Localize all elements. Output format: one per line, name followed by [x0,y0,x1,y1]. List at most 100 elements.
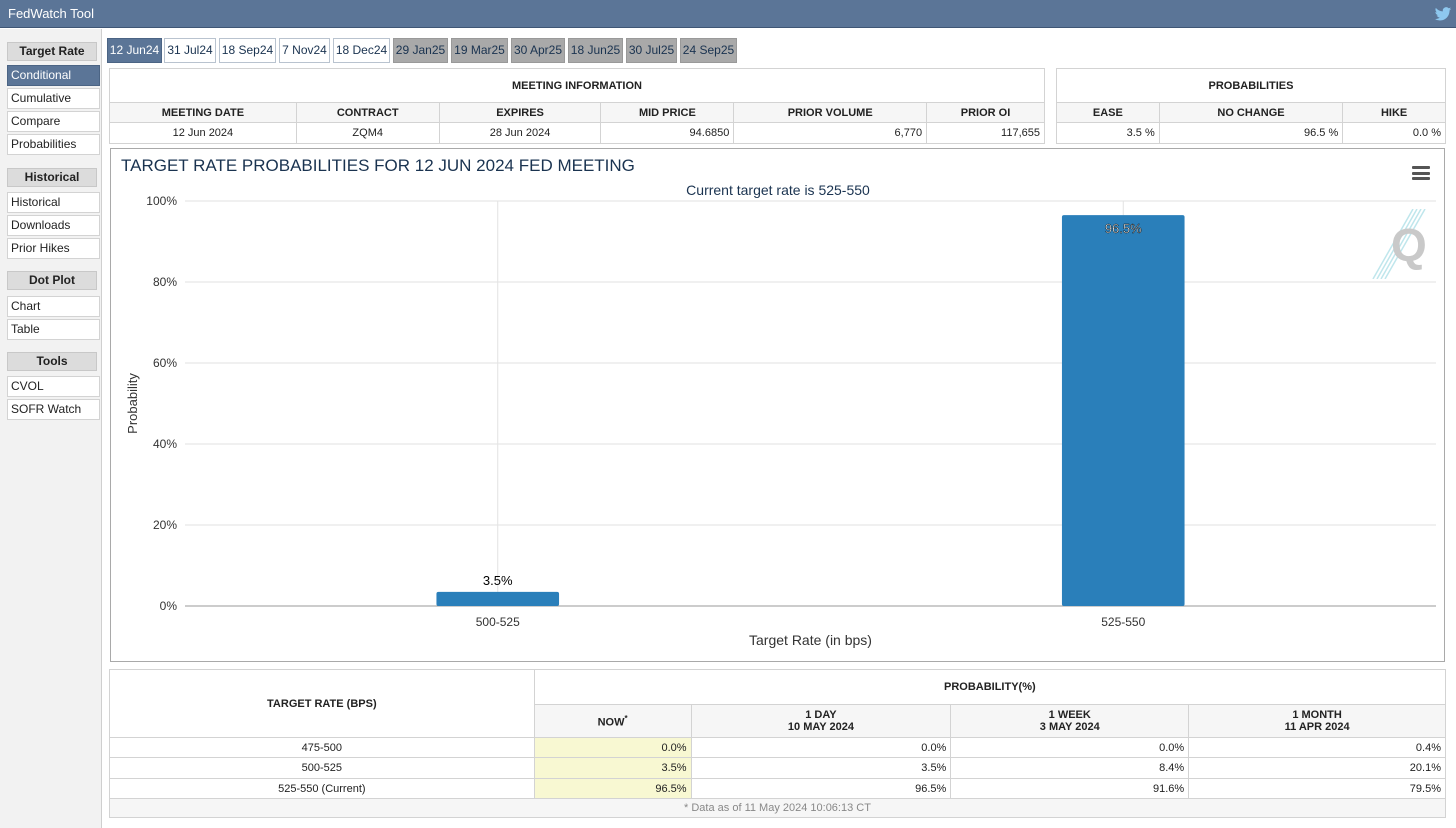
bar-chart: TARGET RATE PROBABILITIES FOR 12 JUN 202… [121,156,1436,648]
meeting-info-title: MEETING INFORMATION [109,68,1045,103]
col-mid-price: MID PRICE [600,102,735,123]
col-prior-volume: PRIOR VOLUME [733,102,928,123]
probabilities-title: PROBABILITIES [1056,68,1446,103]
svg-text:Q: Q [1391,219,1427,271]
col-contract: CONTRACT [295,102,440,123]
tab-30-jul25[interactable]: 30 Jul25 [626,38,677,63]
tab-31-jul24[interactable]: 31 Jul24 [164,38,216,63]
col-1-week-date: 3 MAY 2024 [1039,721,1100,733]
y-tick-label: 80% [153,275,177,289]
sidebar-item-historical[interactable]: Historical [7,192,100,213]
chart-title: TARGET RATE PROBABILITIES FOR 12 JUN 202… [121,156,635,175]
col-ease: EASE [1056,102,1160,123]
quikstrike-logo: Q [1372,209,1427,279]
col-1-month: 1 MONTH 11 APR 2024 [1188,704,1446,738]
table-row: 500-525 3.5% 3.5% 8.4% 20.1% [109,757,1446,779]
mid-price-value: 94.6850 [600,122,735,144]
col-prior-oi: PRIOR OI [926,102,1045,123]
day-cell: 3.5% [690,757,952,779]
day-cell: 0.0% [690,737,952,758]
rate-cell: 475-500 [109,737,535,758]
no-change-value: 96.5 % [1158,122,1344,144]
col-meeting-date: MEETING DATE [109,102,297,123]
x-tick-label: 500-525 [476,615,520,629]
prior-volume-value: 6,770 [733,122,928,144]
col-1-day-date: 10 MAY 2024 [787,721,854,733]
data-label: 3.5% [483,573,513,588]
meeting-info-table: MEETING INFORMATION MEETING DATE CONTRAC… [109,68,1045,144]
data-timestamp-note: * Data as of 11 May 2024 10:06:13 CT [109,798,1446,818]
sidebar-item-chart[interactable]: Chart [7,296,100,317]
col-1-month-label: 1 MONTH [1292,709,1342,721]
sidebar-item-prior-hikes[interactable]: Prior Hikes [7,238,100,259]
tab-18-sep24[interactable]: 18 Sep24 [219,38,276,63]
col-1-day-label: 1 DAY [805,709,837,721]
y-tick-label: 20% [153,518,177,532]
tab-18-dec24[interactable]: 18 Dec24 [333,38,390,63]
contract-value: ZQM4 [295,122,440,144]
x-tick-label: 525-550 [1101,615,1145,629]
data-label: 96.5% [1105,221,1142,236]
col-1-month-date: 11 APR 2024 [1284,721,1350,733]
rate-cell: 500-525 [109,757,535,779]
sidebar-item-conditional[interactable]: Conditional [7,65,100,86]
tab-7-nov24[interactable]: 7 Nov24 [279,38,330,63]
table-row: 525-550 (Current) 96.5% 96.5% 91.6% 79.5… [109,778,1446,799]
tab-12-jun24[interactable]: 12 Jun24 [107,38,162,63]
sidebar-item-cumulative[interactable]: Cumulative [7,88,100,109]
tab-29-jan25[interactable]: 29 Jan25 [393,38,448,63]
sidebar-item-table[interactable]: Table [7,319,100,340]
rate-cell: 525-550 (Current) [109,778,535,799]
chart-subtitle: Current target rate is 525-550 [686,182,870,198]
y-tick-label: 100% [146,194,177,208]
month-cell: 20.1% [1188,757,1446,779]
app-title: FedWatch Tool [8,6,94,21]
col-now-star: * [624,713,628,723]
col-1-day: 1 DAY 10 MAY 2024 [690,704,952,738]
sidebar-item-probabilities[interactable]: Probabilities [7,134,100,155]
bar-525-550 [1061,215,1185,607]
probability-header: PROBABILITY(%) [533,669,1447,705]
ease-value: 3.5 % [1056,122,1160,144]
table-row: 475-500 0.0% 0.0% 0.0% 0.4% [109,737,1446,758]
now-cell: 96.5% [533,778,692,799]
tab-19-mar25[interactable]: 19 Mar25 [451,38,508,63]
col-1-week: 1 WEEK 3 MAY 2024 [950,704,1190,738]
tab-24-sep25[interactable]: 24 Sep25 [680,38,737,63]
col-now: NOW* [533,704,692,738]
col-now-label: NOW [597,716,625,729]
probability-history-table: TARGET RATE (BPS) PROBABILITY(%) NOW* 1 … [109,669,1447,818]
sidebar-item-compare[interactable]: Compare [7,111,100,132]
chart-container: Q TARGET RATE PROBABILITIES FOR 12 JUN 2… [110,148,1445,662]
now-cell: 3.5% [533,757,692,779]
expires-value: 28 Jun 2024 [438,122,602,144]
week-cell: 91.6% [950,778,1190,799]
sidebar-heading-target-rate: Target Rate [7,42,97,61]
week-cell: 8.4% [950,757,1190,779]
bar-500-525 [436,591,560,606]
col-hike: HIKE [1342,102,1446,123]
sidebar-item-downloads[interactable]: Downloads [7,215,100,236]
sidebar-heading-dot-plot: Dot Plot [7,271,97,290]
chart-menu-icon[interactable] [1412,166,1430,180]
probabilities-table: PROBABILITIES EASE NO CHANGE HIKE 3.5 % … [1056,68,1446,144]
col-target-rate: TARGET RATE (BPS) [109,669,535,738]
day-cell: 96.5% [690,778,952,799]
week-cell: 0.0% [950,737,1190,758]
tab-30-apr25[interactable]: 30 Apr25 [511,38,565,63]
y-tick-label: 0% [160,599,178,613]
sidebar: Target Rate Conditional Cumulative Compa… [0,29,102,828]
col-expires: EXPIRES [438,102,602,123]
twitter-icon[interactable] [1434,5,1452,23]
title-bar: FedWatch Tool [0,0,1456,28]
sidebar-item-sofr-watch[interactable]: SOFR Watch [7,399,100,420]
month-cell: 79.5% [1188,778,1446,799]
y-tick-label: 60% [153,356,177,370]
now-cell: 0.0% [533,737,692,758]
month-cell: 0.4% [1188,737,1446,758]
col-no-change: NO CHANGE [1158,102,1344,123]
prior-oi-value: 117,655 [926,122,1045,144]
tab-18-jun25[interactable]: 18 Jun25 [568,38,623,63]
y-axis-label: Probability [125,373,140,434]
sidebar-item-cvol[interactable]: CVOL [7,376,100,397]
